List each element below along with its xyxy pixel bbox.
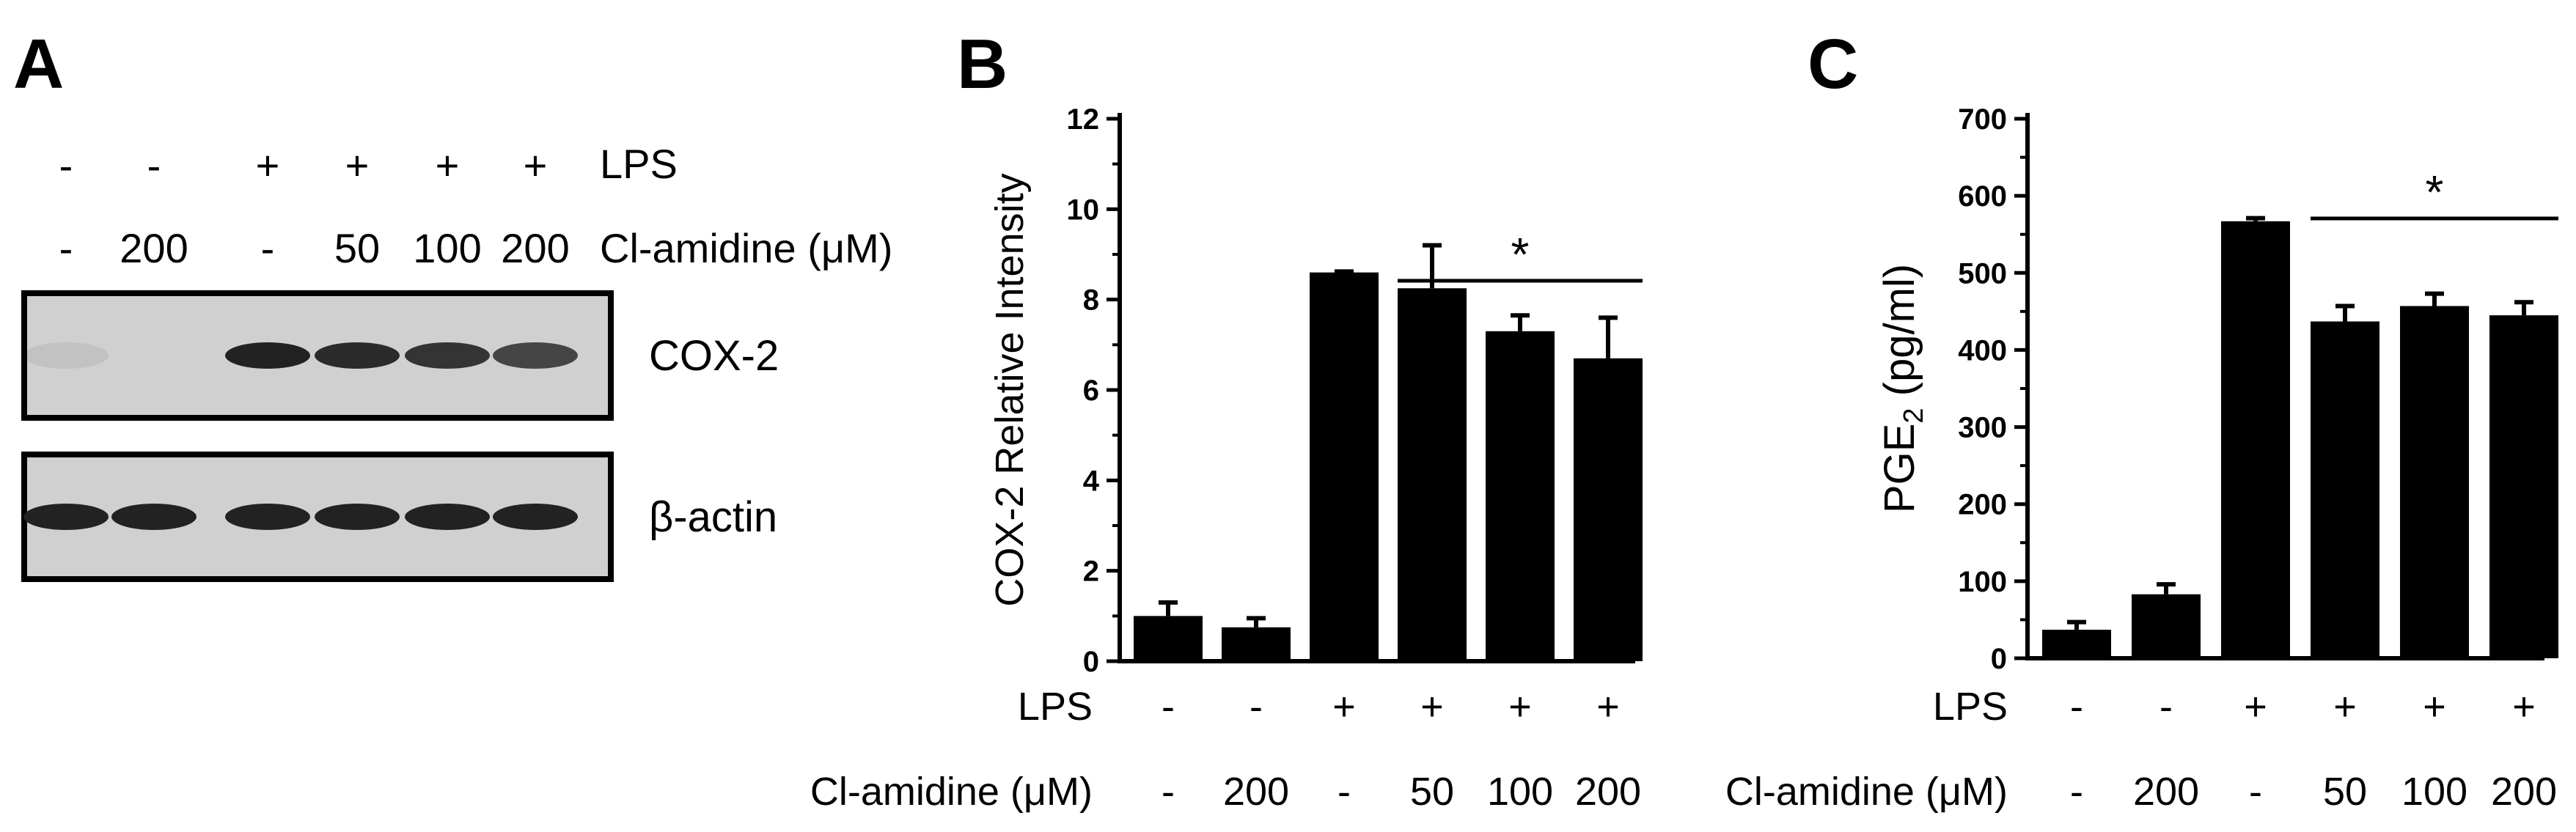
blot-band-actin	[405, 504, 490, 530]
chart-c-lps-sign: +	[2512, 685, 2536, 729]
chart-c-y-tick-label: 0	[1991, 643, 2007, 675]
chart-c-drug-dose: 200	[2133, 770, 2199, 814]
chart-b-lps-sign: -	[1250, 685, 1263, 729]
blot-lps-label: LPS	[600, 141, 678, 187]
chart-c-significance-star: *	[2426, 166, 2444, 218]
chart-c-bar	[2489, 315, 2558, 658]
blot-band-cox2	[405, 342, 490, 369]
blot-band-cox2	[493, 342, 578, 369]
blot-band-actin	[493, 504, 578, 530]
blot-band-actin	[225, 504, 310, 530]
chart-b-drug-label: Cl-amidine (μM)	[810, 770, 1093, 814]
chart-b-drug-dose: 200	[1575, 770, 1641, 814]
blot-drug-dose: 200	[120, 225, 188, 271]
blot-band-actin	[111, 504, 197, 530]
chart-b-lps-sign: +	[1508, 685, 1532, 729]
chart-c-lps-sign: +	[2423, 685, 2446, 729]
chart-b-drug-dose: 200	[1223, 770, 1289, 814]
blot-band-label-cox2: COX-2	[649, 332, 779, 380]
chart-c-y-tick-label: 100	[1958, 566, 2007, 598]
chart-b-lps-sign: -	[1162, 685, 1175, 729]
chart-c-y-tick-label: 200	[1958, 489, 2007, 521]
chart-c-bar	[2042, 630, 2111, 658]
panel-letter-a: A	[13, 25, 64, 103]
blot-band-cox2	[225, 342, 310, 369]
blot-drug-dose: 100	[413, 225, 481, 271]
chart-c-bar	[2400, 306, 2469, 658]
chart-b-y-tick-label: 12	[1067, 103, 1100, 136]
chart-c-drug-dose: 50	[2323, 770, 2367, 814]
chart-b-drug-dose: 100	[1487, 770, 1553, 814]
chart-c-lps-sign: +	[2333, 685, 2357, 729]
blot-band-actin	[23, 504, 109, 530]
chart-b-y-tick-label: 0	[1083, 646, 1099, 678]
blot-drug-dose: -	[261, 225, 275, 271]
chart-b-bar	[1486, 331, 1555, 661]
chart-c-y-axis-label: PGE2 (pg/ml)	[1876, 264, 1929, 513]
blot-lps-sign: +	[524, 142, 548, 188]
chart-c-drug-dose: 200	[2491, 770, 2557, 814]
chart-b-y-axis-label: COX-2 Relative Intensity	[988, 173, 1032, 606]
blot-lps-sign: -	[59, 142, 73, 188]
chart-c-drug-dose: -	[2249, 770, 2262, 814]
blot-drug-label: Cl-amidine (μM)	[600, 225, 892, 271]
chart-c-ylabel-suffix: (pg/ml)	[1876, 264, 1923, 408]
chart-b-significance-star: *	[1511, 228, 1530, 281]
western-blot-panel: LPS Cl-amidine (μM) - - + + + + - 200 - 50 100 200…	[21, 141, 892, 582]
chart-b-bar	[1310, 272, 1379, 662]
blot-drug-dose: 50	[334, 225, 380, 271]
blot-band-label-actin: β-actin	[649, 493, 777, 541]
chart-c-lps-sign: -	[2159, 685, 2173, 729]
chart-c-y-tick-label: 400	[1958, 334, 2007, 367]
chart-b-drug-dose: -	[1162, 770, 1175, 814]
chart-c-drug-label: Cl-amidine (μM)	[1725, 770, 2008, 814]
chart-b-y-tick-label: 8	[1083, 284, 1099, 317]
blot-drug-dose: 200	[501, 225, 569, 271]
chart-c-y-tick-label: 700	[1958, 103, 2007, 136]
blot-band-cox2	[23, 342, 109, 369]
chart-b-y-tick-label: 2	[1083, 556, 1099, 588]
blot-lps-sign: +	[436, 142, 460, 188]
chart-b-y-tick-label: 10	[1067, 194, 1100, 226]
blot-band-actin	[315, 504, 400, 530]
chart-c-drug-dose: -	[2070, 770, 2083, 814]
chart-c-y-tick-label: 500	[1958, 257, 2007, 290]
chart-b-y-tick-label: 6	[1083, 375, 1099, 407]
chart-c-ylabel-main: PGE	[1876, 424, 1923, 514]
blot-lps-sign: +	[345, 142, 370, 188]
panel-letter-c: C	[1808, 25, 1858, 103]
chart-b-y-tick-label: 4	[1083, 465, 1100, 497]
chart-c-bar	[2311, 321, 2379, 658]
chart-b-lps-sign: +	[1332, 685, 1356, 729]
chart-c-lps-label: LPS	[1933, 685, 2008, 729]
chart-b-bar	[1222, 627, 1291, 661]
chart-c-lps-sign: +	[2244, 685, 2267, 729]
chart-c-bar	[2221, 221, 2290, 659]
chart-c-ylabel-subscript: 2	[1898, 408, 1929, 423]
panel-letter-b: B	[957, 25, 1008, 103]
chart-c-y-tick-label: 600	[1958, 180, 2007, 213]
chart-b-lps-label: LPS	[1018, 685, 1093, 729]
chart-b: 0 2 4 6 8 10 12 COX-2 Relative Intensity LPS C…	[810, 103, 1643, 814]
chart-b-bar	[1134, 616, 1203, 661]
blot-band-cox2	[315, 342, 400, 369]
blot-lps-sign: +	[256, 142, 280, 188]
chart-b-drug-dose: -	[1337, 770, 1351, 814]
chart-b-bar	[1398, 288, 1467, 661]
chart-b-drug-dose: 50	[1410, 770, 1454, 814]
chart-c-bar	[2132, 594, 2201, 658]
chart-b-lps-sign: +	[1420, 685, 1444, 729]
chart-b-lps-sign: +	[1596, 685, 1620, 729]
chart-b-bar	[1574, 358, 1643, 661]
blot-lps-sign: -	[147, 142, 161, 188]
chart-c-drug-dose: 100	[2401, 770, 2467, 814]
chart-c-y-tick-label: 300	[1958, 412, 2007, 444]
blot-drug-dose: -	[59, 225, 73, 271]
chart-c-lps-sign: -	[2070, 685, 2083, 729]
